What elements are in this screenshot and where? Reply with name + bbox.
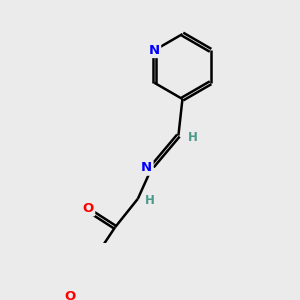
Text: H: H bbox=[145, 194, 155, 207]
Text: H: H bbox=[188, 131, 198, 145]
Text: O: O bbox=[83, 202, 94, 215]
Text: O: O bbox=[65, 290, 76, 300]
Text: N: N bbox=[141, 161, 152, 175]
Text: N: N bbox=[149, 44, 160, 57]
